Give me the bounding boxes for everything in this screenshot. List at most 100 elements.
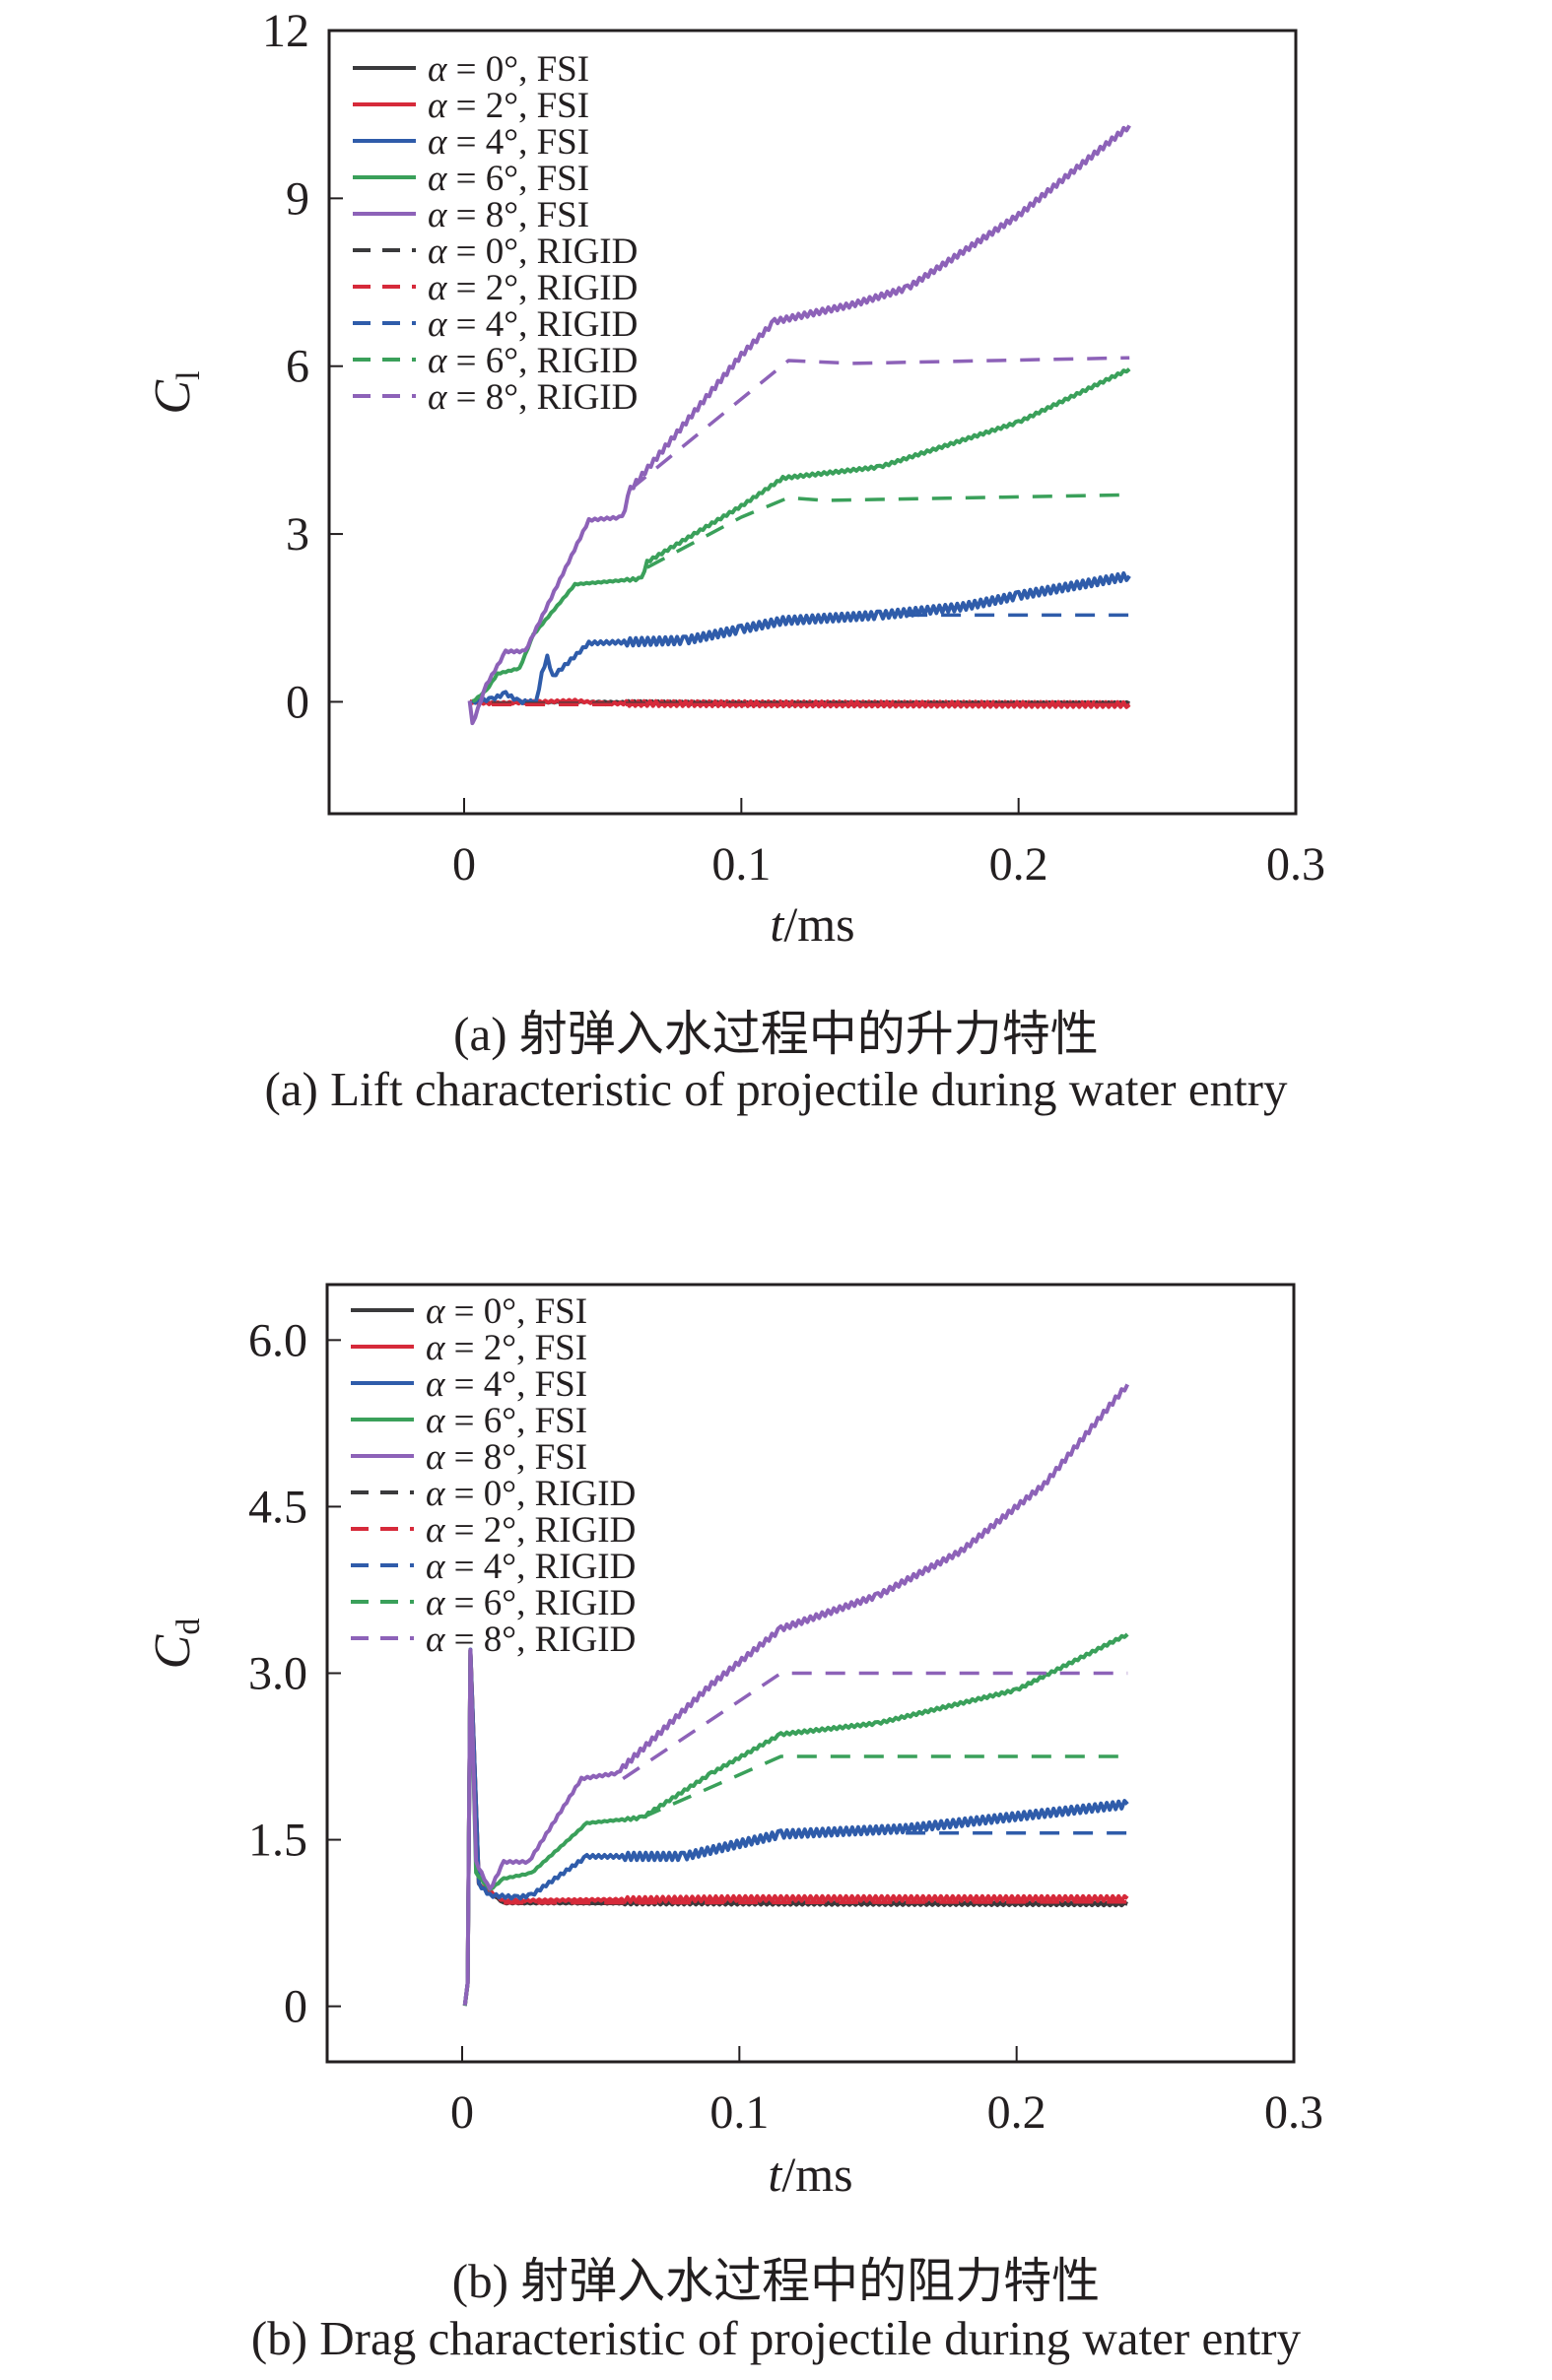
legend-alpha: α xyxy=(426,1547,446,1587)
legend-alpha: α xyxy=(426,1401,446,1441)
legend-text: = 8°, FSI xyxy=(444,1437,587,1478)
legend-text: = 6°, RIGID xyxy=(444,1583,636,1623)
legend-alpha: α xyxy=(426,1510,446,1551)
legend-alpha: α xyxy=(428,195,448,235)
caption-b-english: (b) Drag characteristic of projectile du… xyxy=(250,2311,1302,2365)
legend-text: = 8°, FSI xyxy=(446,195,589,235)
y-tick-label: 9 xyxy=(286,172,309,225)
y-axis-label-main: C xyxy=(145,379,201,415)
legend-alpha: α xyxy=(426,1437,446,1478)
series-line-4 xyxy=(462,1383,1130,2006)
series-line-2 xyxy=(462,1647,1129,2006)
legend-alpha: α xyxy=(428,49,448,90)
x-axis-label-var: t xyxy=(770,896,784,952)
x-axis-label: t/ms xyxy=(768,2147,852,2202)
legend-label: α = 2°, RIGID xyxy=(428,268,638,308)
y-tick-label: 3 xyxy=(286,508,309,561)
legend-alpha: α xyxy=(428,159,448,199)
x-tick-label: 0.2 xyxy=(989,838,1048,891)
legend-label: α = 8°, FSI xyxy=(426,1437,587,1478)
legend-label: α = 2°, FSI xyxy=(428,86,589,126)
series-line-2 xyxy=(471,571,1131,705)
series-line-6 xyxy=(504,1899,1128,1905)
legend-alpha: α xyxy=(428,341,448,381)
legend-alpha: α xyxy=(426,1328,446,1368)
x-tick-label: 0.3 xyxy=(1266,838,1325,891)
series-line-8 xyxy=(641,1754,1128,1819)
legend-label: α = 6°, RIGID xyxy=(426,1583,636,1623)
series-line-0 xyxy=(462,1648,1128,2007)
legend-label: α = 4°, FSI xyxy=(428,122,589,163)
y-axis-label-sub: d xyxy=(170,1619,207,1635)
legend-text: = 2°, RIGID xyxy=(446,268,638,308)
y-axis-label: Cl xyxy=(145,370,207,414)
legend-alpha: α xyxy=(428,304,448,345)
x-tick-label: 0 xyxy=(452,838,476,891)
legend-label: α = 2°, FSI xyxy=(426,1328,587,1368)
legend-text: = 6°, FSI xyxy=(444,1401,587,1441)
legend-label: α = 8°, RIGID xyxy=(426,1620,636,1660)
y-tick-label: 0 xyxy=(286,676,309,728)
y-axis-label-sub: l xyxy=(170,370,207,379)
series-line-8 xyxy=(645,493,1130,569)
legend-text: = 8°, RIGID xyxy=(446,377,638,418)
y-tick-label: 1.5 xyxy=(248,1815,307,1867)
legend-label: α = 0°, RIGID xyxy=(426,1474,636,1514)
x-tick-label: 0.1 xyxy=(711,838,771,891)
legend-text: = 0°, RIGID xyxy=(444,1474,636,1514)
legend-label: α = 6°, FSI xyxy=(426,1401,587,1441)
x-tick-label: 0 xyxy=(450,2086,474,2139)
legend-label: α = 6°, FSI xyxy=(428,159,589,199)
y-axis-label-main: C xyxy=(145,1633,201,1669)
legend-label: α = 4°, RIGID xyxy=(426,1547,636,1587)
y-tick-label: 12 xyxy=(262,5,309,57)
plot-frame xyxy=(327,29,1298,816)
legend-text: = 6°, RIGID xyxy=(446,341,638,381)
legend-alpha: α xyxy=(426,1583,446,1623)
legend-label: α = 4°, RIGID xyxy=(428,304,638,345)
legend-label: α = 6°, RIGID xyxy=(428,341,638,381)
series-line-3 xyxy=(462,1632,1129,2007)
legend-text: = 6°, FSI xyxy=(446,159,589,199)
legend-text: = 8°, RIGID xyxy=(444,1620,636,1660)
legend-text: = 0°, FSI xyxy=(444,1291,587,1332)
caption-b-chinese: (b) 射弹入水过程中的阻力特性 xyxy=(451,2254,1101,2308)
legend-text: = 2°, FSI xyxy=(444,1328,587,1368)
series-line-9 xyxy=(622,1671,1128,1781)
legend-label: α = 0°, FSI xyxy=(428,49,589,90)
chart-b: 0 0.1 0.2 0.3 0 1.5 3.0 4.5 6.0 t/ms Cd α = 0°, FSI… xyxy=(145,1283,1323,2202)
legend-alpha: α xyxy=(426,1474,446,1514)
legend-text: = 4°, FSI xyxy=(446,122,589,163)
series-line-4 xyxy=(467,124,1131,726)
caption-a-english: (a) Lift characteristic of projectile du… xyxy=(264,1062,1288,1116)
legend-text: = 4°, FSI xyxy=(444,1364,587,1405)
legend-label: α = 0°, FSI xyxy=(426,1291,587,1332)
legend-text: = 4°, RIGID xyxy=(446,304,638,345)
legend-text: = 0°, FSI xyxy=(446,49,589,90)
legend-text: = 2°, FSI xyxy=(446,86,589,126)
legend-alpha: α xyxy=(426,1291,446,1332)
x-axis-label-var: t xyxy=(768,2147,782,2202)
legend-label: α = 0°, RIGID xyxy=(428,231,638,272)
legend-alpha: α xyxy=(428,377,448,418)
legend-alpha: α xyxy=(426,1364,446,1405)
y-tick-label: 4.5 xyxy=(248,1481,307,1533)
series-line-1 xyxy=(462,1648,1129,2006)
legend-alpha: α xyxy=(428,268,448,308)
x-tick-label: 0.1 xyxy=(709,2086,769,2139)
legend-label: α = 2°, RIGID xyxy=(426,1510,636,1551)
y-tick-label: 6 xyxy=(286,341,309,393)
legend-text: = 0°, RIGID xyxy=(446,231,638,272)
legend-alpha: α xyxy=(426,1620,446,1660)
legend-text: = 2°, RIGID xyxy=(444,1510,636,1551)
legend-alpha: α xyxy=(428,231,448,272)
x-axis-label-unit: /ms xyxy=(781,2147,852,2202)
x-axis-label: t/ms xyxy=(770,896,854,952)
legend-text: = 4°, RIGID xyxy=(444,1547,636,1587)
legend-label: α = 4°, FSI xyxy=(426,1364,587,1405)
caption-a-chinese: (a) 射弹入水过程中的升力特性 xyxy=(453,1007,1099,1061)
legend-alpha: α xyxy=(428,86,448,126)
y-axis-label: Cd xyxy=(145,1619,207,1670)
